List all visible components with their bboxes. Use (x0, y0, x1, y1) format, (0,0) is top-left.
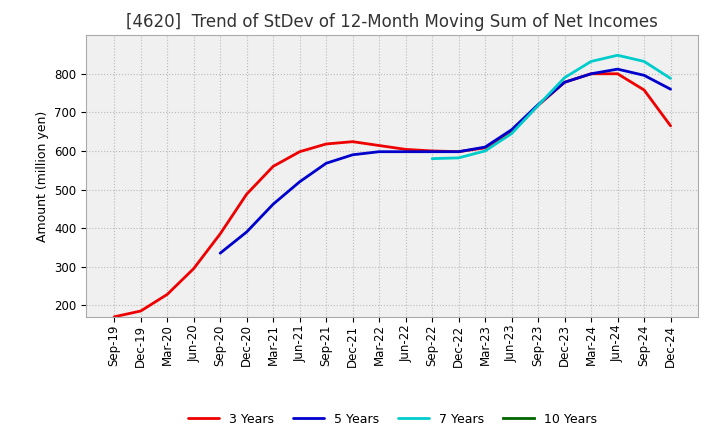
5 Years (534, 102, 542, 107)
Line: 3 Years: 3 Years (114, 74, 670, 317)
3 Years (640, 87, 649, 92)
3 Years (189, 266, 198, 271)
3 Years (481, 145, 490, 150)
5 Years (666, 87, 675, 92)
3 Years (613, 71, 622, 77)
3 Years (534, 103, 542, 108)
7 Years (587, 59, 595, 64)
3 Years (269, 164, 277, 169)
3 Years (322, 141, 330, 147)
3 Years (216, 231, 225, 237)
3 Years (136, 308, 145, 314)
5 Years (640, 73, 649, 78)
5 Years (454, 149, 463, 154)
3 Years (428, 148, 436, 154)
7 Years (560, 75, 569, 80)
3 Years (163, 292, 171, 297)
3 Years (401, 147, 410, 152)
3 Years (295, 149, 304, 154)
7 Years (613, 53, 622, 58)
5 Years (322, 161, 330, 166)
3 Years (243, 191, 251, 197)
3 Years (508, 130, 516, 135)
5 Years (295, 179, 304, 184)
7 Years (454, 155, 463, 161)
5 Years (243, 229, 251, 235)
5 Years (613, 66, 622, 72)
5 Years (375, 149, 384, 154)
Title: [4620]  Trend of StDev of 12-Month Moving Sum of Net Incomes: [4620] Trend of StDev of 12-Month Moving… (127, 13, 658, 31)
Line: 7 Years: 7 Years (432, 55, 670, 159)
5 Years (587, 71, 595, 77)
5 Years (348, 152, 357, 158)
3 Years (348, 139, 357, 144)
5 Years (560, 80, 569, 85)
7 Years (534, 103, 542, 108)
3 Years (587, 71, 595, 77)
5 Years (216, 250, 225, 256)
7 Years (666, 76, 675, 81)
7 Years (428, 156, 436, 161)
5 Years (508, 127, 516, 132)
5 Years (269, 202, 277, 207)
3 Years (666, 123, 675, 128)
3 Years (560, 80, 569, 85)
7 Years (508, 131, 516, 136)
3 Years (375, 143, 384, 148)
7 Years (640, 59, 649, 64)
5 Years (401, 149, 410, 154)
Legend: 3 Years, 5 Years, 7 Years, 10 Years: 3 Years, 5 Years, 7 Years, 10 Years (183, 407, 602, 430)
Line: 5 Years: 5 Years (220, 69, 670, 253)
5 Years (481, 144, 490, 150)
7 Years (481, 148, 490, 154)
5 Years (428, 149, 436, 154)
3 Years (454, 149, 463, 154)
3 Years (110, 314, 119, 319)
Y-axis label: Amount (million yen): Amount (million yen) (36, 110, 49, 242)
